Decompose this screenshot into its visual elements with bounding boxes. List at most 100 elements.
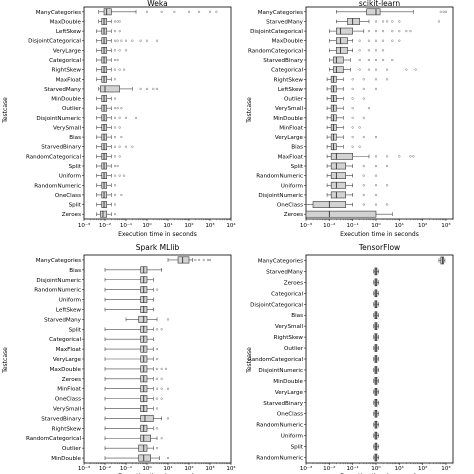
outlier-point: [386, 78, 389, 81]
outlier-point: [358, 39, 361, 42]
y-tick-label: RandomNumeric: [256, 456, 303, 462]
y-tick-label: Split: [291, 164, 304, 170]
box: [330, 162, 346, 170]
y-tick-label: DisjointNumeric: [258, 368, 303, 374]
outlier-point: [351, 116, 354, 119]
y-tick-label: Categorical: [49, 58, 81, 64]
y-tick-label: MaxFloat: [278, 154, 304, 160]
x-tick-label: 10²: [418, 465, 427, 472]
outlier-point: [362, 203, 365, 206]
outlier-point: [118, 116, 121, 119]
y-tick-label: Outlier: [284, 97, 304, 103]
outlier-point: [155, 347, 159, 351]
outlier-point: [124, 116, 128, 119]
outlier-point: [155, 357, 159, 361]
outlier-point: [155, 397, 159, 400]
outlier-point: [160, 10, 163, 13]
outlier-point: [160, 397, 163, 400]
y-tick-label: Outlier: [62, 106, 82, 112]
y-tick-label: Bias: [69, 135, 81, 141]
outlier-point: [374, 68, 378, 71]
y-tick-label: Split: [291, 445, 304, 451]
outlier-point: [116, 164, 119, 168]
outlier-point: [351, 107, 354, 110]
box: [330, 191, 346, 199]
outlier-point: [351, 87, 354, 91]
x-tick-label: 10⁻³: [300, 465, 312, 472]
outlier-point: [118, 145, 121, 148]
outlier-point: [113, 174, 117, 177]
outlier-point: [437, 20, 441, 23]
y-tick-label: Split: [69, 203, 82, 209]
y-tick-label: DisjointNumeric: [36, 116, 81, 122]
x-tick-label: 10⁻²: [99, 222, 111, 229]
plot-frame: [83, 6, 232, 220]
outlier-point: [374, 135, 378, 139]
outlier-point: [155, 377, 159, 380]
box: [366, 8, 381, 16]
outlier-point: [381, 39, 385, 42]
outlier-point: [113, 155, 117, 158]
y-tick-label: LeftSkew: [56, 29, 82, 35]
outlier-point: [118, 49, 121, 52]
outlier-point: [206, 258, 210, 262]
outlier-point: [113, 20, 117, 23]
outlier-point: [116, 107, 119, 110]
y-tick-label: RandomNumeric: [34, 288, 81, 294]
y-tick-label: VeryLarge: [53, 48, 82, 54]
outlier-point: [386, 184, 389, 187]
y-tick-label: Split: [69, 164, 82, 170]
y-axis-label: Testcase: [246, 347, 253, 374]
outlier-point: [367, 107, 371, 110]
outlier-point: [155, 387, 159, 390]
outlier-point: [351, 145, 354, 148]
box: [138, 444, 148, 452]
box: [177, 256, 190, 264]
outlier-point: [118, 68, 121, 71]
x-tick-label: 10⁻³: [78, 465, 90, 472]
outlier-point: [160, 387, 163, 390]
y-axis-label: Testcase: [246, 97, 253, 124]
outlier-point: [381, 20, 385, 23]
chart-title: Spark MLlib: [136, 243, 180, 252]
x-axis-label: Execution time in seconds: [118, 231, 197, 238]
y-tick-label: RightSkew: [52, 68, 82, 74]
outlier-point: [139, 87, 142, 91]
outlier-point: [374, 78, 378, 81]
outlier-point: [155, 427, 159, 430]
x-tick-label: 10³: [441, 465, 450, 472]
outlier-point: [391, 20, 394, 23]
x-tick-label: 10⁻¹: [346, 222, 358, 229]
y-tick-label: MinDouble: [273, 379, 303, 385]
box: [330, 181, 346, 189]
outlier-point: [362, 184, 365, 187]
outlier-point: [160, 328, 163, 331]
y-tick-label: VerySmall: [53, 407, 81, 413]
outlier-point: [113, 213, 117, 216]
outlier-point: [367, 68, 371, 71]
outlier-point: [139, 39, 142, 42]
x-tick-label: 10³: [205, 465, 214, 472]
y-axis-label: Testcase: [2, 97, 9, 124]
y-tick-label: ManyCategories: [258, 10, 303, 16]
box: [336, 27, 353, 35]
outlier-point: [124, 39, 128, 42]
outlier-point: [145, 39, 149, 42]
outlier-point: [398, 29, 401, 33]
y-tick-label: Uniform: [59, 298, 81, 304]
y-tick-label: MaxFloat: [56, 77, 82, 83]
outlier-point: [120, 193, 123, 197]
box: [333, 66, 344, 74]
outlier-point: [155, 447, 159, 450]
outlier-point: [197, 258, 201, 262]
outlier-point: [166, 387, 170, 390]
outlier-point: [358, 49, 361, 52]
outlier-point: [351, 126, 354, 129]
outlier-point: [358, 58, 361, 62]
chart-panel-3: TensorFlow ManyCategories StarvedMany Zeroe…: [246, 243, 454, 474]
outlier-point: [381, 49, 385, 52]
y-tick-label: MaxDouble: [50, 367, 82, 373]
y-tick-label: Categorical: [271, 291, 303, 297]
chart-panel-0: Weka ManyCategories MaxDouble LeftSkew Disjo…: [2, 0, 236, 238]
y-axis-label: Testcase: [2, 347, 9, 374]
